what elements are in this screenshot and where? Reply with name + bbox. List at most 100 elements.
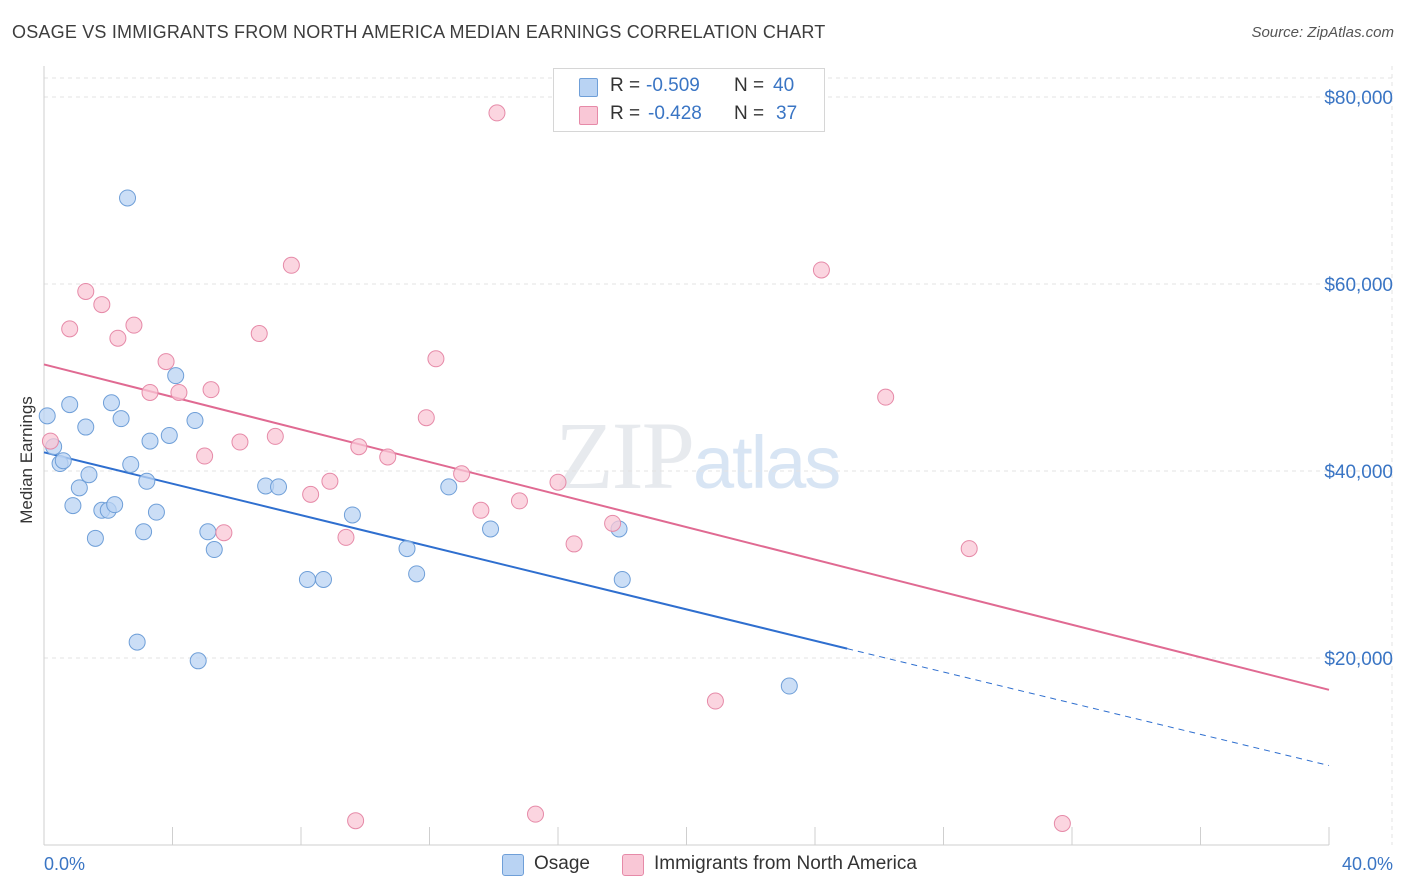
osage-point	[440, 478, 458, 496]
osage-trend-line	[43, 451, 848, 650]
immigrants-point	[125, 316, 143, 334]
legend-row-immigrants: R = -0.428 N = 37	[554, 101, 824, 127]
legend-swatch-osage	[502, 854, 524, 876]
osage-point	[102, 394, 120, 412]
osage-point	[54, 452, 72, 470]
osage-point	[80, 466, 98, 484]
series-legend: Osage Immigrants from North America	[0, 852, 1406, 878]
immigrants-point	[157, 353, 175, 371]
legend-r-value: -0.428	[648, 103, 702, 124]
immigrants-point	[604, 514, 622, 532]
osage-point	[270, 478, 288, 496]
osage-point	[119, 189, 137, 207]
osage-point	[112, 410, 130, 428]
immigrants-point	[321, 472, 339, 490]
legend-label-immigrants: Immigrants from North America	[654, 853, 917, 874]
immigrants-point	[41, 432, 59, 450]
immigrants-point	[706, 692, 724, 710]
x-tick-label-min: 0.0%	[44, 854, 85, 874]
immigrants-point	[141, 383, 159, 401]
immigrants-point	[527, 805, 545, 823]
osage-point	[343, 506, 361, 524]
immigrants-point	[77, 282, 95, 300]
immigrants-point	[202, 381, 220, 399]
data-points	[38, 104, 1071, 832]
y-tick-label: $20,000	[1324, 649, 1393, 670]
osage-point	[135, 523, 153, 541]
legend-n-value: 40	[773, 75, 795, 96]
legend-swatch-immigrants	[622, 854, 644, 876]
immigrants-point	[960, 540, 978, 558]
osage-point	[167, 367, 185, 385]
chart-title: OSAGE VS IMMIGRANTS FROM NORTH AMERICA M…	[12, 22, 826, 42]
immigrants-point	[266, 427, 284, 445]
legend-row-osage: R = -0.509 N = 40	[554, 73, 824, 99]
immigrants-point	[877, 388, 895, 406]
legend-n-value: 37	[776, 103, 798, 124]
watermark: ZIPatlas	[555, 400, 841, 511]
immigrants-point	[427, 350, 445, 368]
immigrants-point	[417, 409, 435, 427]
osage-point	[122, 455, 140, 473]
legend-n-label: N =	[734, 75, 765, 96]
immigrants-point	[488, 104, 506, 122]
osage-point	[314, 570, 332, 588]
immigrants-point	[109, 329, 127, 347]
immigrants-point	[472, 501, 490, 519]
trend-lines	[43, 363, 1330, 767]
osage-trend-extension	[847, 648, 1330, 767]
osage-point	[64, 497, 82, 515]
osage-point	[160, 426, 178, 444]
immigrants-point	[170, 383, 188, 401]
osage-point	[398, 540, 416, 558]
osage-point	[141, 432, 159, 450]
legend-label-osage: Osage	[534, 853, 590, 874]
osage-point	[38, 407, 56, 425]
legend-swatch-immigrants	[579, 106, 598, 125]
immigrants-point	[1053, 814, 1071, 832]
legend-r-label: R =	[610, 75, 641, 96]
osage-point	[482, 520, 500, 538]
legend-r-label: R =	[610, 103, 641, 124]
watermark-zip: ZIP	[555, 402, 695, 509]
immigrants-point	[812, 261, 830, 279]
osage-point	[77, 418, 95, 436]
y-tick-label: $80,000	[1324, 88, 1393, 109]
osage-point	[61, 396, 79, 414]
immigrants-point	[565, 535, 583, 553]
osage-point	[189, 652, 207, 670]
osage-point	[780, 677, 798, 695]
osage-point	[138, 472, 156, 490]
osage-point	[408, 565, 426, 583]
immigrants-point	[250, 325, 268, 343]
immigrants-point	[350, 438, 368, 456]
immigrants-point	[93, 296, 111, 314]
immigrants-trend-line	[43, 363, 1330, 691]
osage-point	[106, 496, 124, 514]
immigrants-point	[215, 524, 233, 542]
osage-point	[86, 529, 104, 547]
osage-point	[128, 633, 146, 651]
legend-swatch-osage	[579, 78, 598, 97]
immigrants-point	[510, 492, 528, 510]
legend-n-label: N =	[734, 103, 765, 124]
source-credit: Source: ZipAtlas.com	[1251, 24, 1394, 41]
tick-labels: $20,000 $40,000 $60,000 $80,000 0.0% 40.0%	[44, 88, 1393, 874]
stats-legend: R = -0.509 N = 40 R = -0.428 N = 37	[553, 68, 825, 132]
osage-point	[147, 503, 165, 521]
osage-point	[298, 570, 316, 588]
immigrants-point	[282, 256, 300, 274]
legend-r-value: -0.509	[646, 75, 700, 96]
y-tick-label: $40,000	[1324, 462, 1393, 483]
immigrants-point	[302, 485, 320, 503]
osage-point	[199, 523, 217, 541]
grid-lines	[44, 66, 1393, 845]
osage-point	[205, 541, 223, 559]
immigrants-point	[379, 448, 397, 466]
y-axis-label: Median Earnings	[17, 396, 36, 524]
y-tick-label: $60,000	[1324, 275, 1393, 296]
x-tick-label-max: 40.0%	[1342, 854, 1393, 874]
immigrants-point	[231, 433, 249, 451]
immigrants-point	[337, 528, 355, 546]
